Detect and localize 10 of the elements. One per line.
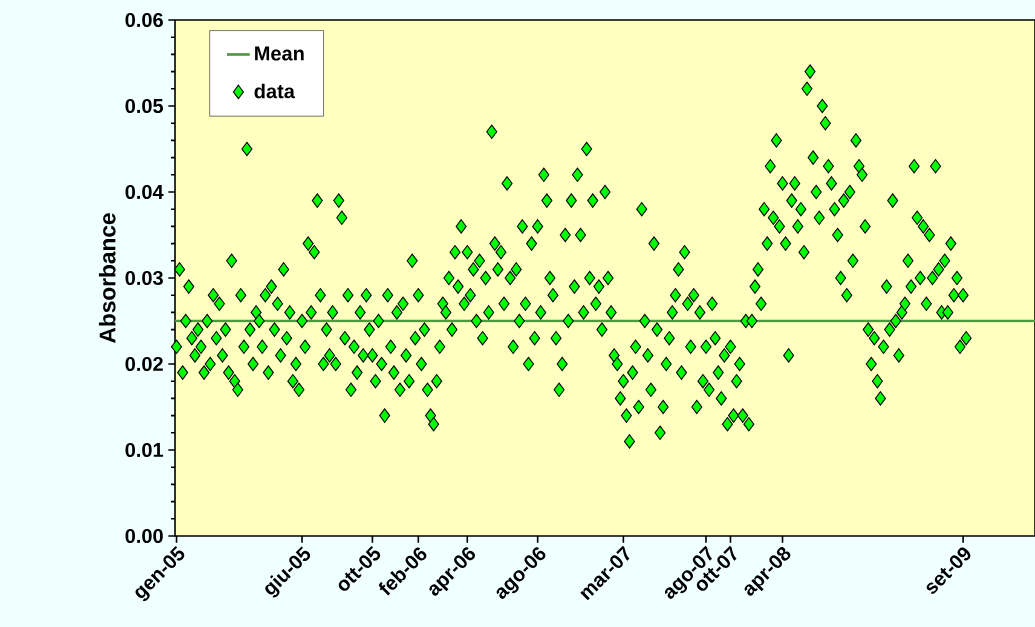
y-tick-label: 0.03 — [125, 270, 163, 286]
y-tick-label: 0.05 — [125, 98, 164, 114]
legend-label: Mean — [255, 46, 304, 61]
y-tick-label: 0.06 — [125, 12, 163, 28]
y-tick-label: 0.01 — [125, 442, 164, 458]
legend-label: data — [254, 83, 296, 99]
y-tick-label: 0.04 — [125, 184, 164, 200]
y-tick-label: 0.00 — [125, 528, 163, 544]
y-tick-label: 0.02 — [125, 356, 163, 372]
y-axis-title: Absorbance — [98, 213, 116, 343]
